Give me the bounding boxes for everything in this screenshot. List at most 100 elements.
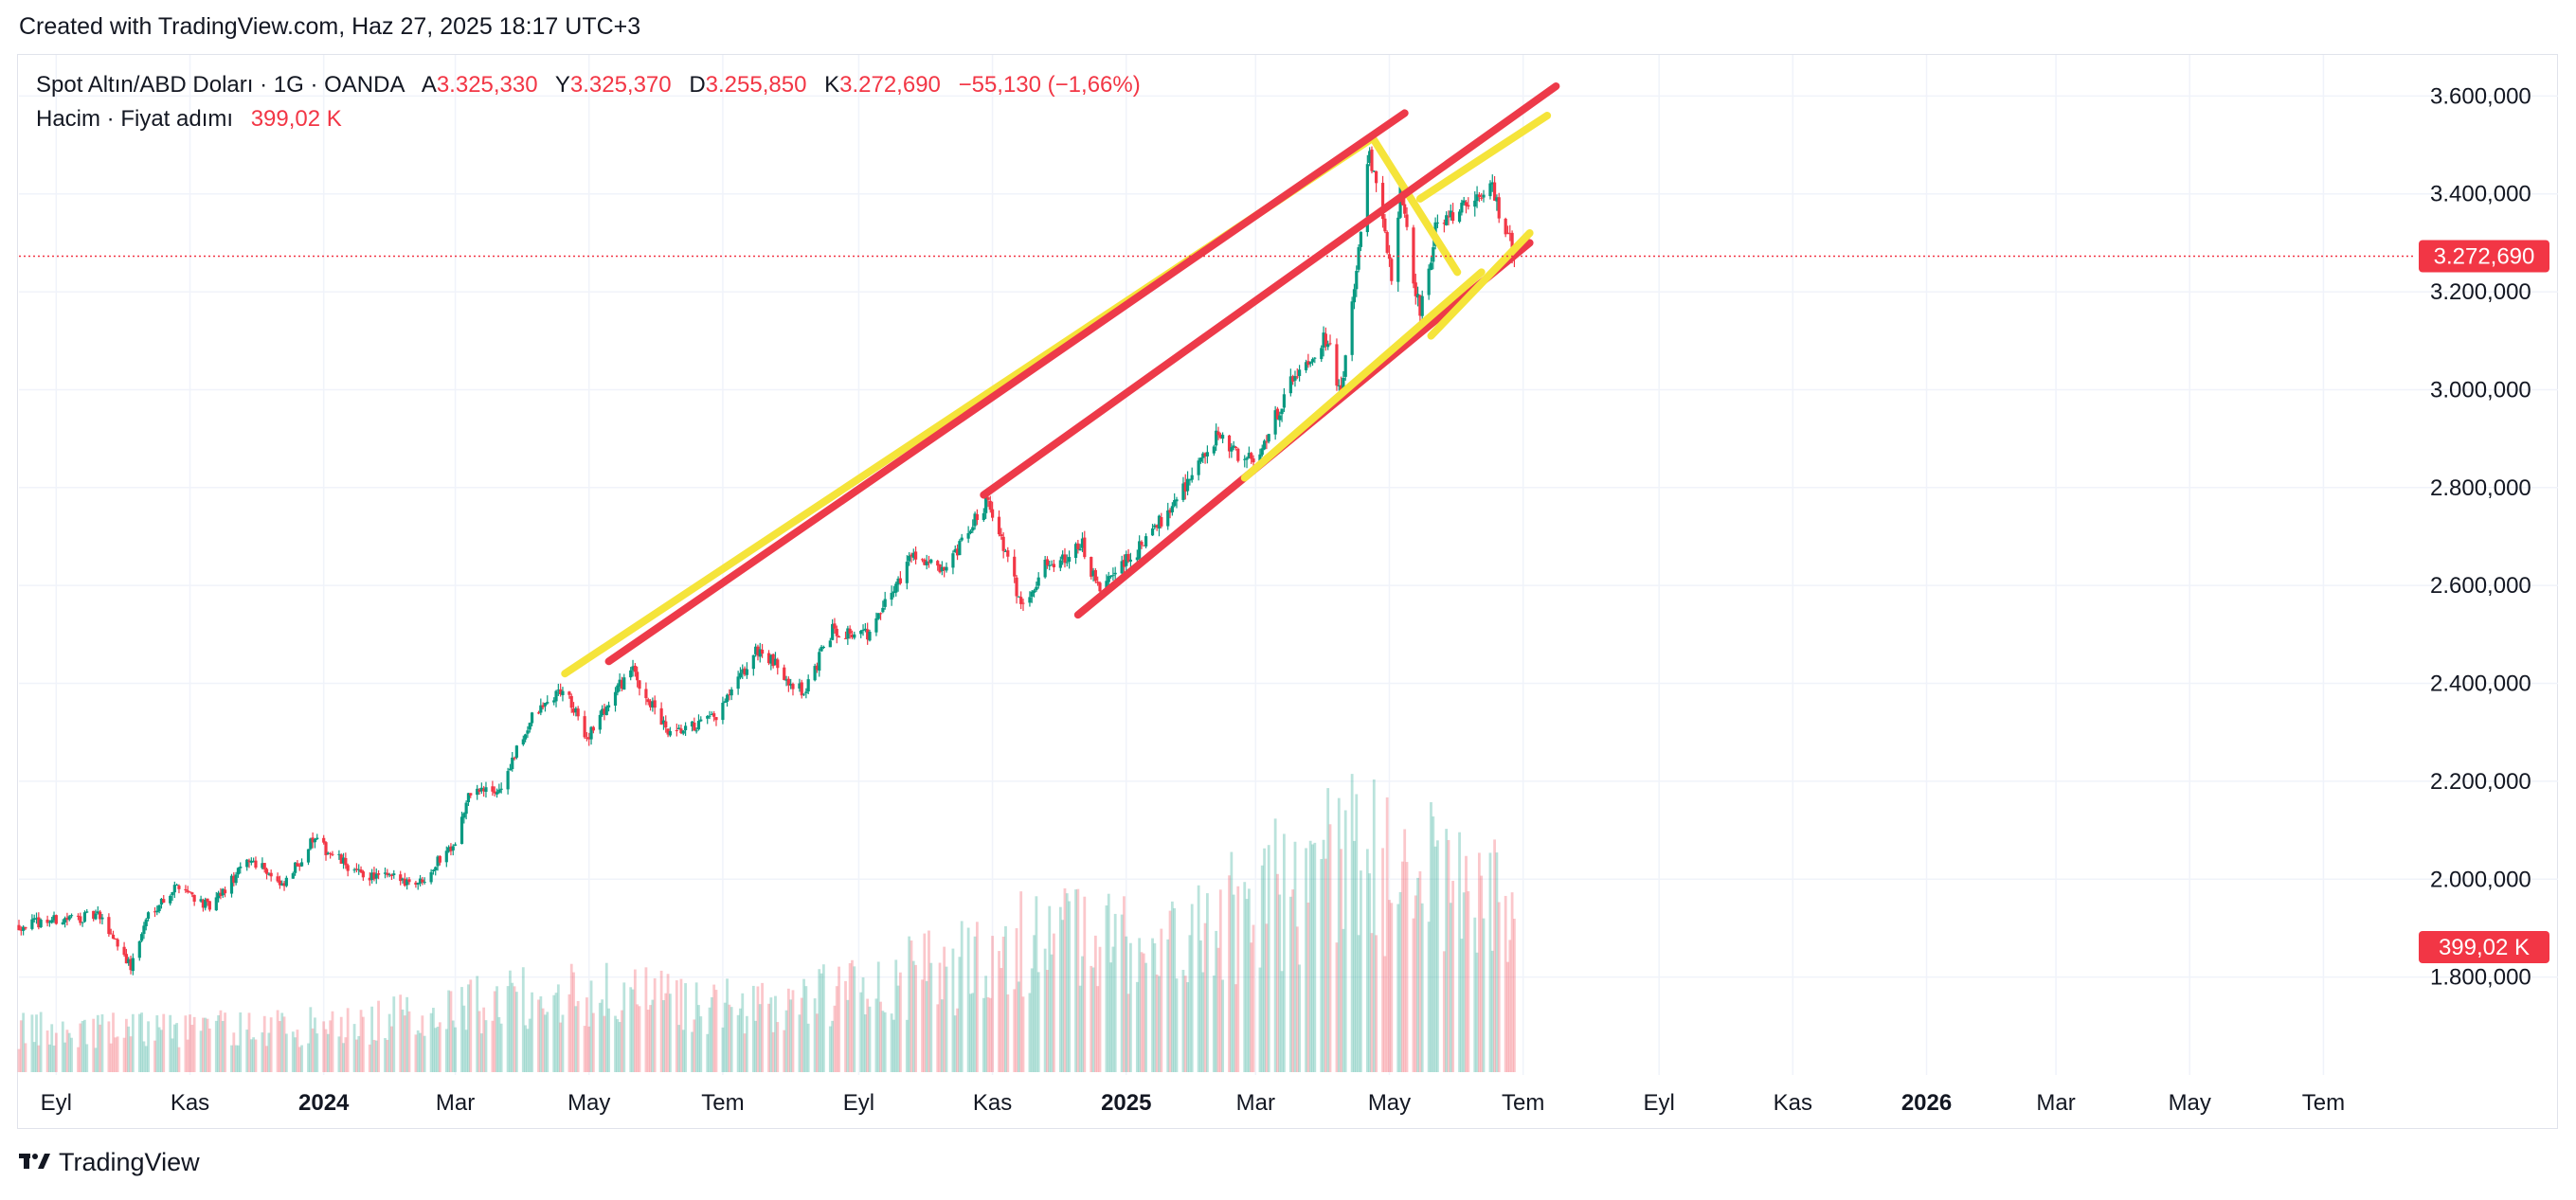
candle-body	[1342, 377, 1345, 392]
volume-bar	[1216, 947, 1220, 1072]
candle-body	[94, 913, 98, 920]
candle-body	[1218, 434, 1222, 439]
volume-bar	[19, 1020, 23, 1072]
candle-body	[346, 865, 350, 871]
volume-badge[interactable]	[2419, 931, 2549, 963]
last-price-badge[interactable]	[2419, 240, 2549, 273]
candle-body	[1160, 516, 1163, 527]
trendline-red-mid[interactable]	[980, 82, 1560, 499]
volume-bar	[24, 1043, 27, 1072]
volume-bar	[140, 1012, 144, 1072]
trendline-yellow-mid-upper[interactable]	[1415, 112, 1552, 203]
volume-bar	[326, 1033, 330, 1072]
volume-bar	[449, 991, 453, 1072]
candle-body	[693, 722, 696, 731]
trendline-red-upper[interactable]	[604, 109, 1409, 666]
trendline-yellow-upper-2[interactable]	[1370, 135, 1462, 277]
candle-body	[63, 918, 67, 922]
trendline-yellow-lower-2[interactable]	[1427, 229, 1534, 340]
legend-ohlc-row[interactable]: Spot Altın/ABD Doları · 1G · OANDA A3.32…	[36, 68, 1141, 102]
candle-body	[606, 705, 611, 707]
volume-bar	[1477, 852, 1481, 1072]
volume-bar	[297, 1047, 301, 1072]
volume-bar	[851, 959, 854, 1072]
candle-body	[905, 562, 909, 583]
volume-bar	[848, 962, 852, 1072]
candle-body	[938, 564, 942, 573]
volume-bar	[598, 1002, 602, 1072]
volume-bar	[214, 1020, 218, 1072]
volume-bar	[1228, 875, 1231, 1072]
candle-body	[1451, 212, 1455, 222]
candle-body	[1335, 344, 1339, 386]
volume-bar	[476, 976, 479, 1072]
volume-bar	[403, 1015, 406, 1072]
volume-bar	[506, 986, 510, 1072]
volume-bar	[147, 1021, 150, 1072]
volume-bar	[499, 1023, 503, 1072]
volume-bar	[315, 1033, 319, 1072]
candle-body	[837, 636, 841, 638]
candle-body	[1390, 259, 1394, 281]
volume-bar	[331, 1011, 334, 1072]
candle-body	[1166, 510, 1170, 527]
volume-bar	[761, 982, 764, 1072]
candle-body	[1232, 445, 1235, 448]
volume-bar	[1090, 965, 1093, 1072]
volume-bar	[1111, 946, 1115, 1072]
candle-body	[423, 882, 426, 884]
candle-body	[1293, 376, 1297, 381]
candle-body	[32, 918, 36, 921]
volume-bar	[1324, 858, 1327, 1072]
candle-body	[571, 708, 576, 713]
candle-body	[1508, 233, 1512, 235]
legend-volume-label[interactable]: Hacim · Fiyat adımı	[36, 106, 234, 132]
candle-body	[453, 844, 458, 846]
volume-bar	[1230, 851, 1234, 1072]
legend-volume-row[interactable]: Hacim · Fiyat adımı 399,02 K	[36, 102, 1141, 136]
volume-bar	[1135, 981, 1139, 1072]
volume-bar	[107, 1021, 111, 1072]
candle-body	[252, 861, 256, 863]
volume-bar	[282, 1016, 286, 1072]
volume-bar	[800, 997, 803, 1072]
candle-body	[171, 891, 174, 896]
volume-bar	[1221, 979, 1225, 1072]
candle-body	[990, 509, 995, 518]
candle-body	[524, 734, 528, 740]
trendline-yellow-lower[interactable]	[1240, 268, 1486, 482]
candle-body	[294, 862, 297, 873]
volume-bar	[247, 1012, 251, 1072]
volume-bar	[986, 996, 990, 1072]
volume-bar	[202, 1017, 205, 1072]
candle-body	[1125, 554, 1128, 566]
footer-brand[interactable]: TradingView	[19, 1148, 200, 1177]
candle-body	[982, 512, 985, 521]
candle-body	[846, 628, 850, 639]
candle-body	[738, 672, 743, 678]
volume-bar	[172, 1024, 176, 1072]
candle-body	[1111, 575, 1115, 577]
candle-body	[1383, 218, 1387, 232]
volume-bar	[1128, 942, 1132, 1072]
legend-symbol[interactable]: Spot Altın/ABD Doları · 1G · OANDA	[36, 72, 405, 98]
legend-high-value: 3.325,370	[569, 72, 672, 98]
candle-body	[85, 911, 89, 913]
candle-body	[466, 793, 471, 803]
volume-bar	[284, 1033, 288, 1072]
candle-body	[1282, 394, 1287, 408]
candle-body	[1322, 332, 1325, 348]
volume-bar	[1252, 924, 1255, 1072]
candle-body	[337, 853, 341, 855]
candle-body	[559, 689, 563, 695]
candle-body	[206, 898, 209, 903]
volume-bar	[621, 1010, 623, 1072]
volume-bar	[708, 1007, 712, 1072]
candle-body	[50, 920, 54, 923]
candle-body	[129, 958, 133, 971]
volume-bar	[1035, 896, 1038, 1072]
candle-body	[352, 869, 356, 871]
volume-bar	[1458, 832, 1461, 1072]
volume-bar	[1065, 893, 1069, 1072]
